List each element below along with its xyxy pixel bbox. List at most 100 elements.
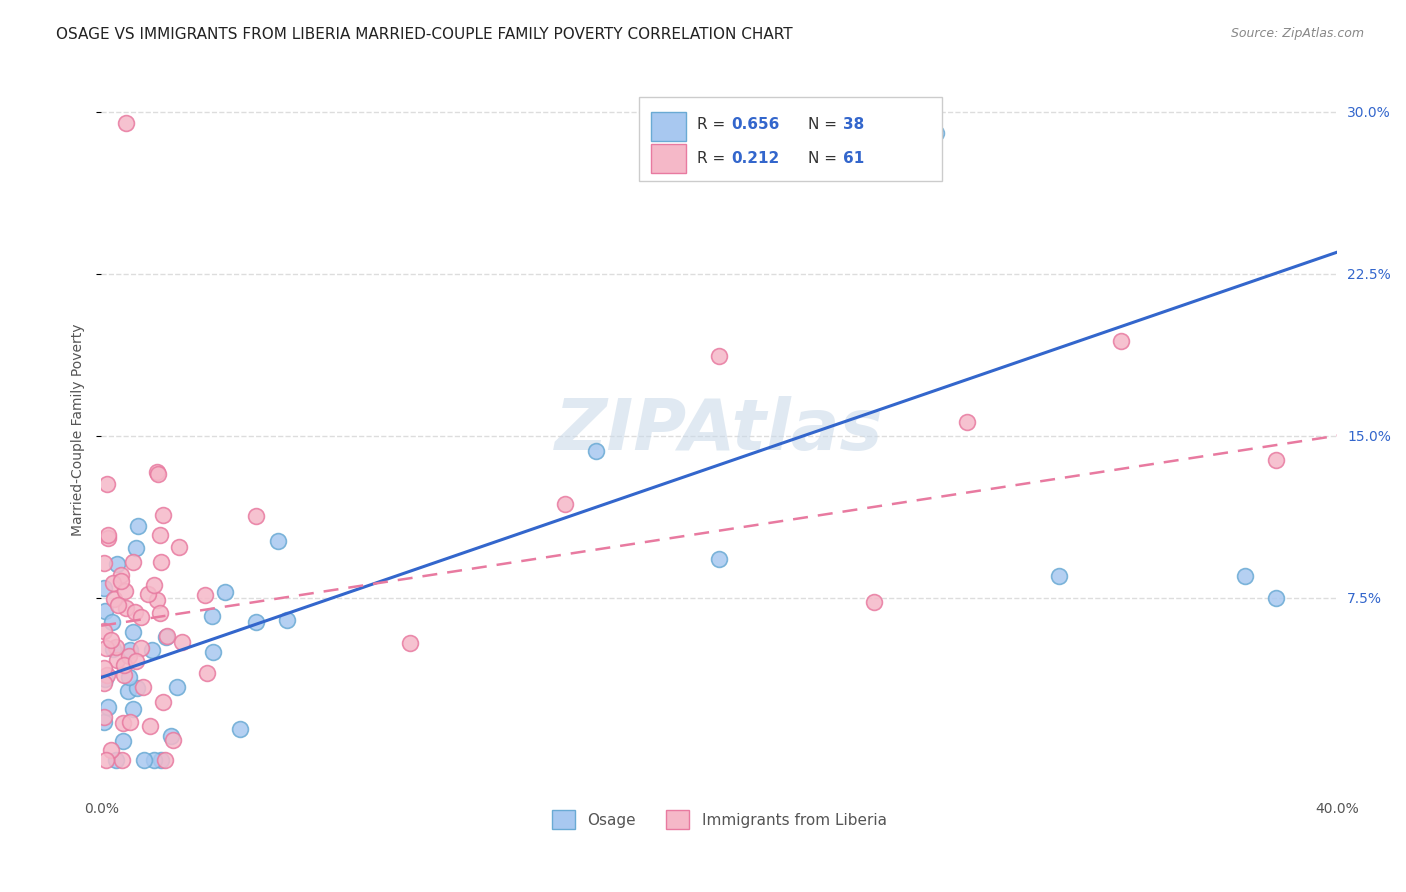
Point <box>172 635 194 649</box>
Text: 0.656: 0.656 <box>731 118 780 132</box>
Point <box>129 640 152 655</box>
Point <box>100 743 122 757</box>
Point <box>149 528 172 542</box>
Text: 61: 61 <box>844 151 865 166</box>
Text: 38: 38 <box>844 118 865 132</box>
Text: R =: R = <box>697 151 730 166</box>
Point <box>103 642 125 657</box>
Point <box>132 680 155 694</box>
Point <box>399 636 422 650</box>
Point <box>122 624 145 639</box>
Point <box>96 668 118 682</box>
Point <box>97 528 120 542</box>
Point <box>118 670 141 684</box>
Point <box>124 605 146 619</box>
Point <box>96 640 118 655</box>
Point <box>194 588 217 602</box>
Point <box>150 555 173 569</box>
Point <box>1233 569 1256 583</box>
Point <box>93 581 115 595</box>
Point <box>276 613 298 627</box>
Point <box>162 732 184 747</box>
Text: N =: N = <box>808 118 842 132</box>
Point <box>160 730 183 744</box>
Point <box>166 680 188 694</box>
Point <box>93 556 115 570</box>
FancyBboxPatch shape <box>638 97 942 181</box>
Point <box>146 467 169 482</box>
Bar <box>651 112 686 141</box>
Point <box>103 591 125 606</box>
Point <box>132 753 155 767</box>
Point <box>117 648 139 663</box>
Point <box>115 115 138 129</box>
Point <box>93 676 115 690</box>
Point <box>152 695 174 709</box>
Point <box>103 576 125 591</box>
Point <box>195 666 218 681</box>
Point <box>93 604 115 618</box>
Point <box>1109 334 1132 348</box>
Point <box>1264 591 1286 605</box>
Point <box>554 497 576 511</box>
Point <box>142 753 165 767</box>
Point <box>112 657 135 672</box>
Point <box>110 574 132 588</box>
Point <box>138 719 160 733</box>
Point <box>863 595 886 609</box>
Point <box>93 710 115 724</box>
Point <box>245 508 267 523</box>
Point <box>93 624 115 639</box>
Point <box>96 753 118 767</box>
Point <box>122 702 145 716</box>
Point <box>141 643 163 657</box>
Point <box>112 715 135 730</box>
Point <box>105 653 128 667</box>
Point <box>201 608 224 623</box>
Point <box>229 723 252 737</box>
Point <box>97 699 120 714</box>
Point <box>955 416 977 430</box>
Point <box>129 610 152 624</box>
Point <box>149 753 172 767</box>
Point <box>267 534 290 549</box>
Text: Source: ZipAtlas.com: Source: ZipAtlas.com <box>1230 27 1364 40</box>
Point <box>214 585 236 599</box>
Point <box>709 349 731 363</box>
Point <box>245 615 267 629</box>
Point <box>104 640 127 654</box>
Point <box>114 584 136 599</box>
Point <box>153 753 176 767</box>
Point <box>97 531 120 545</box>
Text: ZIPAtlas: ZIPAtlas <box>555 396 883 465</box>
Point <box>110 568 132 582</box>
Point <box>143 578 166 592</box>
Point <box>124 541 146 555</box>
Point <box>96 476 118 491</box>
Point <box>111 753 134 767</box>
Point <box>149 606 172 620</box>
Point <box>94 672 117 686</box>
Point <box>107 599 129 613</box>
Point <box>924 126 946 140</box>
Point <box>125 681 148 695</box>
Point <box>585 443 607 458</box>
Point <box>136 586 159 600</box>
Text: R =: R = <box>697 118 730 132</box>
Point <box>145 593 167 607</box>
Point <box>93 661 115 675</box>
Point <box>105 558 128 572</box>
Legend: Osage, Immigrants from Liberia: Osage, Immigrants from Liberia <box>546 804 893 835</box>
Point <box>93 714 115 729</box>
Point <box>101 615 124 629</box>
Point <box>155 629 177 643</box>
Point <box>1264 453 1286 467</box>
Point <box>152 508 174 522</box>
Text: OSAGE VS IMMIGRANTS FROM LIBERIA MARRIED-COUPLE FAMILY POVERTY CORRELATION CHART: OSAGE VS IMMIGRANTS FROM LIBERIA MARRIED… <box>56 27 793 42</box>
Point <box>120 715 142 730</box>
Point <box>167 540 190 554</box>
Text: N =: N = <box>808 151 842 166</box>
Y-axis label: Married-Couple Family Poverty: Married-Couple Family Poverty <box>72 324 86 536</box>
Point <box>125 654 148 668</box>
Point <box>201 645 224 659</box>
